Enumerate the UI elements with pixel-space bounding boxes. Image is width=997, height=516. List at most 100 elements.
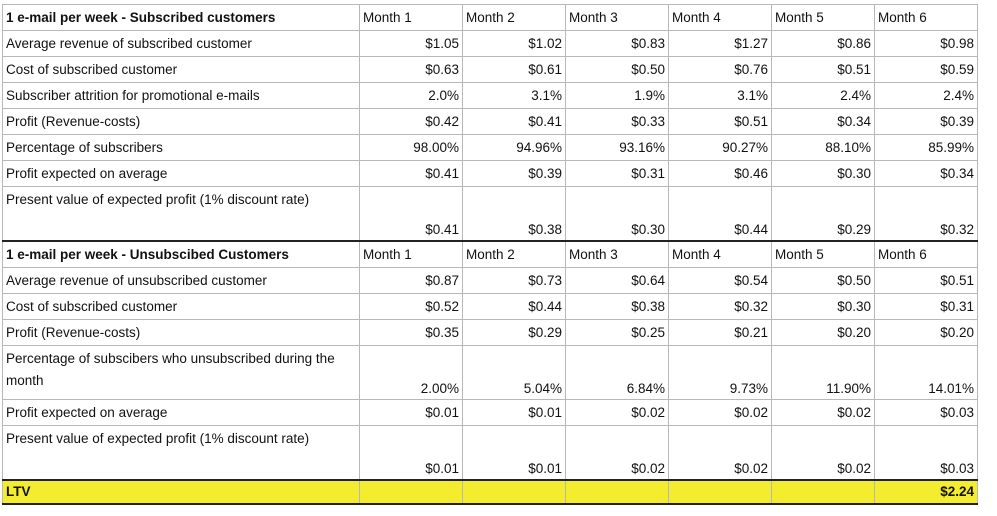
cell-value: $0.50 [565,56,669,83]
cell-value: $0.20 [874,319,978,346]
cell-value: $0.42 [359,108,463,135]
cell-value: $0.30 [771,293,875,320]
cell-value: 11.90% [771,345,875,400]
row-label: Cost of subscribed customer [2,56,360,83]
spreadsheet: 1 e-mail per week - Subscribed customers… [2,4,978,505]
month-header: Month 2 [462,240,566,268]
cell-value: 90.27% [668,134,772,161]
section-title: 1 e-mail per week - Subscribed customers [2,4,360,31]
row-label: Present value of expected profit (1% dis… [2,425,360,481]
section-title: 1 e-mail per week - Unsubscibed Customer… [2,240,360,268]
cell-value: 6.84% [565,345,669,400]
cell-value: $0.25 [565,319,669,346]
cell-value: $0.98 [874,30,978,57]
cell-value: $0.54 [668,267,772,294]
cell-value: 2.0% [359,82,463,109]
cell-value: 2.4% [771,82,875,109]
cell-value: $0.38 [462,186,566,242]
table-row: Percentage of subscribers 98.00% 94.96% 93.… [2,134,978,161]
cell-value: $0.35 [359,319,463,346]
cell-value: $0.44 [668,186,772,242]
cell-value: 14.01% [874,345,978,400]
cell-value: $0.63 [359,56,463,83]
row-label: Profit expected on average [2,399,360,426]
row-label: Profit (Revenue-costs) [2,108,360,135]
cell-value: $0.51 [668,108,772,135]
cell-value: $0.41 [462,108,566,135]
cell-value: $0.02 [565,425,669,481]
cell-value: $0.29 [462,319,566,346]
cell-value: $1.05 [359,30,463,57]
cell-value: $0.21 [668,319,772,346]
cell-value: 3.1% [668,82,772,109]
cell-value: $0.29 [771,186,875,242]
cell-value: $1.27 [668,30,772,57]
cell-value: 98.00% [359,134,463,161]
cell-value: $0.39 [462,160,566,187]
ltv-empty-cell [462,479,566,505]
cell-value: $0.32 [668,293,772,320]
cell-value: $0.34 [874,160,978,187]
cell-value: $0.86 [771,30,875,57]
cell-value: 88.10% [771,134,875,161]
ltv-empty-cell [771,479,875,505]
cell-value: $0.51 [771,56,875,83]
cell-value: 2.4% [874,82,978,109]
month-header: Month 5 [771,4,875,31]
month-header: Month 3 [565,4,669,31]
month-header: Month 1 [359,4,463,31]
cell-value: $0.44 [462,293,566,320]
cell-value: $0.41 [359,186,463,242]
cell-value: $0.32 [874,186,978,242]
ltv-empty-cell [565,479,669,505]
cell-value: $0.02 [565,399,669,426]
cell-value: $0.46 [668,160,772,187]
table-row: Present value of expected profit (1% dis… [2,425,978,481]
cell-value: 5.04% [462,345,566,400]
table-row: Profit expected on average $0.01 $0.01 $0.0… [2,399,978,426]
cell-value: 2.00% [359,345,463,400]
cell-value: $0.30 [565,186,669,242]
row-label: Average revenue of subscribed customer [2,30,360,57]
cell-value: $0.01 [359,399,463,426]
month-header: Month 6 [874,4,978,31]
row-label: Subscriber attrition for promotional e-m… [2,82,360,109]
section-header-row: 1 e-mail per week - Unsubscibed Customer… [2,240,978,268]
cell-value: $0.01 [359,425,463,481]
table-row: Cost of subscribed customer $0.63 $0.61 $0.… [2,56,978,83]
table-row: Profit expected on average $0.41 $0.39 $0.3… [2,160,978,187]
cell-value: $0.83 [565,30,669,57]
cell-value: $0.34 [771,108,875,135]
cell-value: $0.01 [462,399,566,426]
table-row: Cost of subscribed customer $0.52 $0.44 $0.… [2,293,978,320]
cell-value: $0.73 [462,267,566,294]
cell-value: $0.76 [668,56,772,83]
month-header: Month 1 [359,240,463,268]
cell-value: $0.51 [874,267,978,294]
table-body: 1 e-mail per week - Subscribed customers… [2,4,978,505]
cell-value: $0.03 [874,399,978,426]
month-header: Month 6 [874,240,978,268]
ltv-table: 1 e-mail per week - Subscribed customers… [2,4,978,505]
cell-value: $0.50 [771,267,875,294]
table-row: Subscriber attrition for promotional e-m… [2,82,978,109]
ltv-label: LTV [2,479,360,505]
cell-value: $0.31 [565,160,669,187]
month-header: Month 4 [668,4,772,31]
cell-value: $0.64 [565,267,669,294]
cell-value: $0.61 [462,56,566,83]
cell-value: $1.02 [462,30,566,57]
row-label: Average revenue of unsubscribed customer [2,267,360,294]
cell-value: 85.99% [874,134,978,161]
cell-value: $0.02 [668,399,772,426]
cell-value: $0.39 [874,108,978,135]
row-label: Profit expected on average [2,160,360,187]
cell-value: $0.31 [874,293,978,320]
cell-value: $0.38 [565,293,669,320]
cell-value: $0.30 [771,160,875,187]
cell-value: 3.1% [462,82,566,109]
table-row: Average revenue of unsubscribed customer… [2,267,978,294]
cell-value: 94.96% [462,134,566,161]
cell-value: $0.33 [565,108,669,135]
row-label: Profit (Revenue-costs) [2,319,360,346]
